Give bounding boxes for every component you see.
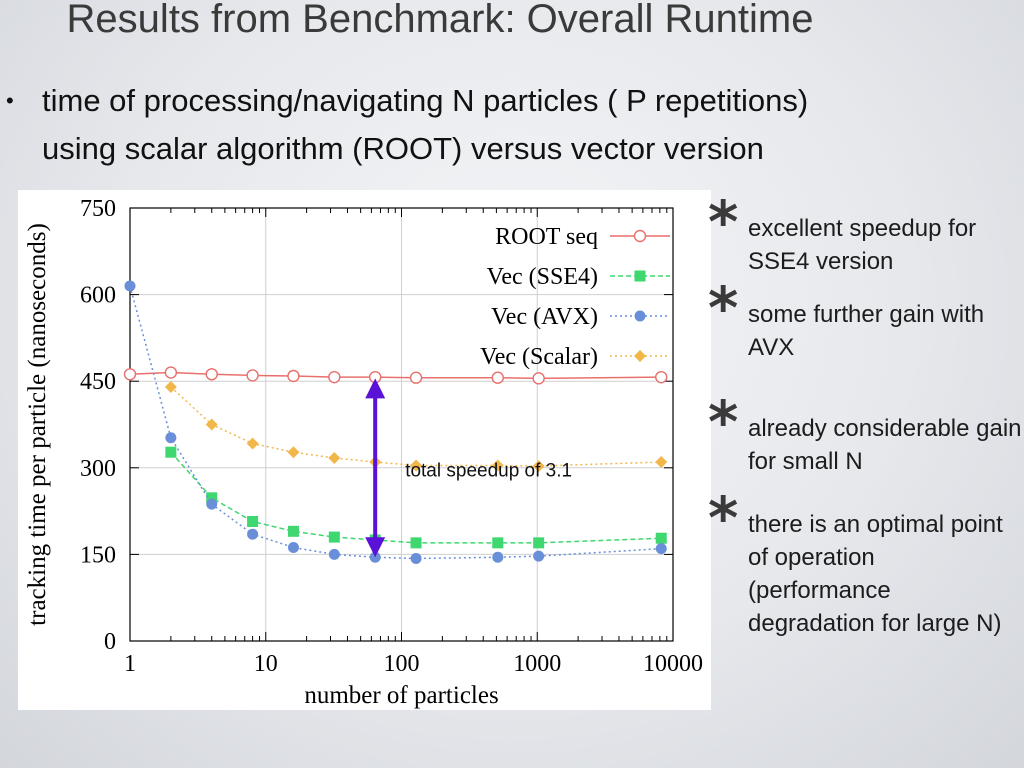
data-point xyxy=(655,370,668,384)
data-point xyxy=(246,369,259,382)
data-point xyxy=(247,528,259,540)
data-point xyxy=(124,280,136,292)
data-point xyxy=(655,456,668,469)
bullet-dot: • xyxy=(6,88,14,113)
data-point xyxy=(410,537,422,549)
data-point xyxy=(328,370,341,384)
data-point xyxy=(533,537,545,549)
x-tick-label: 100 xyxy=(384,651,420,677)
slide-title: Results from Benchmark: Overall Runtime xyxy=(66,0,814,41)
data-point xyxy=(532,372,545,385)
data-point xyxy=(123,368,137,381)
legend-label: Vec (AVX) xyxy=(491,304,598,330)
speedup-arrow-head-bottom xyxy=(365,537,386,558)
legend: ROOT seq Vec (SSE4) Vec (AVX) Vec (Scalar) xyxy=(480,224,670,370)
data-point xyxy=(165,446,177,458)
x-tick-label: 1 xyxy=(124,651,136,677)
side-bullet-text: some further gain with AVX xyxy=(748,301,985,361)
y-tick-label: 0 xyxy=(104,629,116,655)
data-point xyxy=(633,229,647,243)
data-point xyxy=(247,515,259,527)
y-axis-label: tracking time per particle (nanoseconds) xyxy=(24,223,51,626)
data-point xyxy=(492,537,504,549)
y-tick-label: 300 xyxy=(80,456,116,482)
benchmark-chart: 1 10 100 1000 10000 0 150 300 450 600 750 number of… xyxy=(18,190,711,710)
y-tick-label: 450 xyxy=(80,369,116,395)
main-bullet-line-1: time of processing/navigating N particle… xyxy=(42,83,809,118)
y-tick-label: 600 xyxy=(80,283,116,309)
data-point xyxy=(655,543,667,555)
data-point xyxy=(205,418,218,431)
legend-label: Vec (Scalar) xyxy=(480,344,598,370)
star-icon: * xyxy=(708,274,739,342)
star-icon: * xyxy=(708,484,739,552)
speedup-arrow-head-top xyxy=(365,378,386,399)
data-point xyxy=(410,459,423,472)
side-bullet-text: excellent speedup for SSE4 version xyxy=(748,215,977,275)
data-point xyxy=(410,552,422,564)
data-point xyxy=(165,432,177,444)
data-point xyxy=(164,366,178,379)
data-point xyxy=(491,371,504,384)
x-tick-label: 10000 xyxy=(643,651,703,677)
series-line xyxy=(170,386,662,467)
star-icon: * xyxy=(708,188,739,256)
data-point xyxy=(328,531,340,543)
y-tick-label: 750 xyxy=(80,196,116,222)
legend-label: ROOT seq xyxy=(495,224,598,250)
data-point xyxy=(492,551,504,563)
data-point xyxy=(655,532,667,544)
data-point xyxy=(634,350,646,362)
side-bullet-text: already considerable gain for small N xyxy=(748,415,1022,475)
data-point xyxy=(164,380,177,393)
data-point xyxy=(533,550,545,562)
data-point xyxy=(287,446,300,459)
data-point xyxy=(634,310,646,322)
y-tick-label: 150 xyxy=(80,542,116,568)
series-line xyxy=(170,451,662,544)
data-point xyxy=(634,270,646,282)
legend-label: Vec (SSE4) xyxy=(487,264,598,290)
data-point xyxy=(206,498,218,510)
series-root-seq xyxy=(123,366,668,385)
data-point xyxy=(328,451,341,464)
data-point xyxy=(328,548,340,560)
side-bullet-text: there is an optimal point of operation (… xyxy=(748,511,1003,637)
data-point xyxy=(287,541,299,553)
data-point xyxy=(205,368,218,381)
data-point xyxy=(532,460,545,473)
x-tick-label: 1000 xyxy=(513,651,561,677)
data-point xyxy=(287,369,300,383)
data-point xyxy=(491,459,504,472)
data-point xyxy=(206,492,218,504)
series-vec-scalar xyxy=(164,380,668,473)
star-icon: * xyxy=(708,388,739,456)
x-axis-label: number of particles xyxy=(304,682,498,709)
chart-svg: 1 10 100 1000 10000 0 150 300 450 600 750 number of… xyxy=(24,196,703,709)
x-tick-label: 10 xyxy=(254,651,278,677)
data-point xyxy=(409,371,423,384)
data-point xyxy=(246,437,259,450)
main-bullet-line-2: using scalar algorithm (ROOT) versus vec… xyxy=(42,131,764,166)
data-point xyxy=(287,525,299,537)
annotation-text: total speedup of 3.1 xyxy=(405,460,572,481)
